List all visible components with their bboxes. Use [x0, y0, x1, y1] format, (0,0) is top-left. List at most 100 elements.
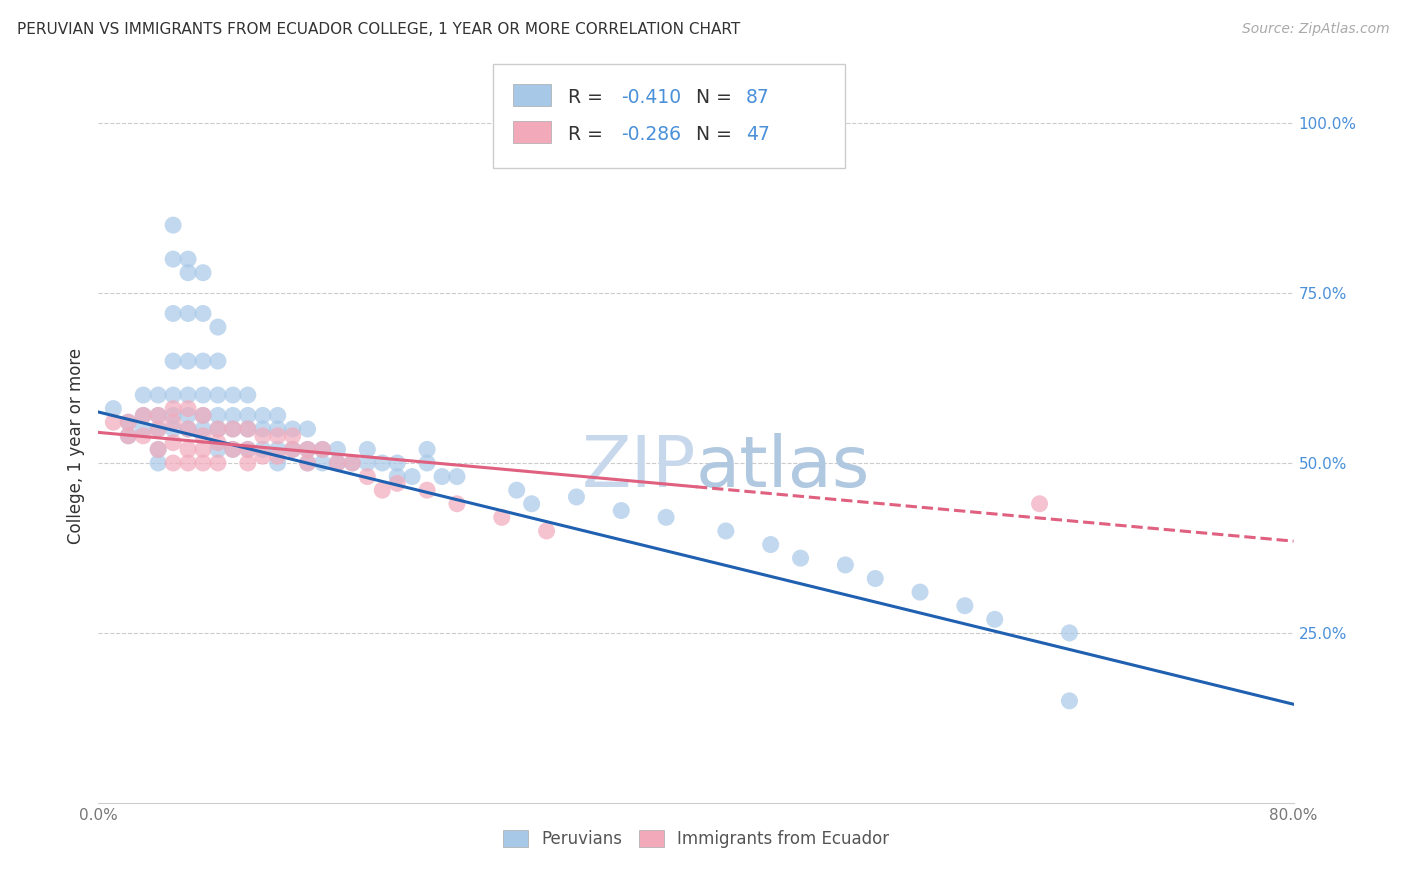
Point — [191, 266, 214, 280]
Point — [162, 306, 184, 320]
Point — [191, 422, 214, 436]
Text: R =: R = — [568, 87, 609, 106]
Point — [191, 306, 214, 320]
Point — [252, 429, 274, 443]
FancyBboxPatch shape — [513, 121, 551, 143]
Point — [207, 422, 229, 436]
Point — [865, 572, 887, 586]
Point — [222, 388, 245, 402]
Point — [162, 401, 184, 416]
Point — [177, 422, 200, 436]
Point — [117, 429, 139, 443]
Point — [252, 409, 274, 423]
Point — [191, 388, 214, 402]
Point — [714, 524, 737, 538]
Point — [385, 476, 409, 491]
Point — [267, 429, 290, 443]
Point — [162, 388, 184, 402]
Point — [103, 401, 125, 416]
Point — [311, 456, 333, 470]
Text: N =: N = — [696, 87, 738, 106]
Point — [148, 422, 170, 436]
Point — [177, 422, 200, 436]
Point — [236, 388, 259, 402]
Text: ZIP: ZIP — [582, 433, 696, 502]
Point — [177, 409, 200, 423]
Point — [207, 409, 229, 423]
Point — [162, 435, 184, 450]
Point — [236, 442, 259, 457]
Point — [759, 537, 782, 551]
Point — [162, 415, 184, 429]
Point — [191, 442, 214, 457]
Point — [267, 422, 290, 436]
Point — [162, 354, 184, 368]
Y-axis label: College, 1 year or more: College, 1 year or more — [66, 348, 84, 544]
Text: atlas: atlas — [696, 433, 870, 502]
Point — [416, 442, 439, 457]
Point — [297, 456, 319, 470]
Text: 87: 87 — [747, 87, 770, 106]
Legend: Peruvians, Immigrants from Ecuador: Peruvians, Immigrants from Ecuador — [496, 823, 896, 855]
Point — [207, 442, 229, 457]
Point — [148, 422, 170, 436]
Text: N =: N = — [696, 125, 738, 144]
Point — [326, 456, 349, 470]
Point — [385, 456, 409, 470]
Point — [177, 401, 200, 416]
Point — [908, 585, 931, 599]
Point — [281, 429, 304, 443]
Point — [132, 388, 155, 402]
Point — [117, 429, 139, 443]
Point — [148, 409, 170, 423]
Point — [132, 409, 155, 423]
Point — [236, 422, 259, 436]
Point — [326, 456, 349, 470]
Point — [177, 354, 200, 368]
Point — [252, 449, 274, 463]
Point — [446, 469, 468, 483]
Text: -0.410: -0.410 — [620, 87, 681, 106]
Point — [565, 490, 588, 504]
Point — [177, 442, 200, 457]
Point — [236, 456, 259, 470]
Point — [162, 252, 184, 266]
Point — [655, 510, 678, 524]
Point — [207, 422, 229, 436]
Point — [162, 218, 184, 232]
Point — [148, 388, 170, 402]
Point — [401, 469, 423, 483]
Point — [222, 442, 245, 457]
Point — [222, 422, 245, 436]
Point — [789, 551, 811, 566]
Point — [371, 456, 394, 470]
Point — [148, 456, 170, 470]
Point — [416, 483, 439, 498]
Point — [148, 409, 170, 423]
Point — [267, 449, 290, 463]
Point — [371, 483, 394, 498]
Point — [297, 422, 319, 436]
Point — [177, 306, 200, 320]
Point — [430, 469, 453, 483]
Point — [267, 456, 290, 470]
Point — [342, 456, 364, 470]
Point — [252, 442, 274, 457]
Point — [162, 456, 184, 470]
Point — [416, 456, 439, 470]
Point — [281, 442, 304, 457]
Point — [326, 442, 349, 457]
Point — [191, 409, 214, 423]
Point — [356, 469, 378, 483]
Point — [281, 422, 304, 436]
Point — [222, 422, 245, 436]
Point — [446, 497, 468, 511]
Text: 47: 47 — [747, 125, 770, 144]
Point — [103, 415, 125, 429]
Point — [132, 429, 155, 443]
Point — [297, 442, 319, 457]
Point — [536, 524, 558, 538]
Point — [148, 442, 170, 457]
Text: Source: ZipAtlas.com: Source: ZipAtlas.com — [1241, 22, 1389, 37]
Point — [311, 442, 333, 457]
